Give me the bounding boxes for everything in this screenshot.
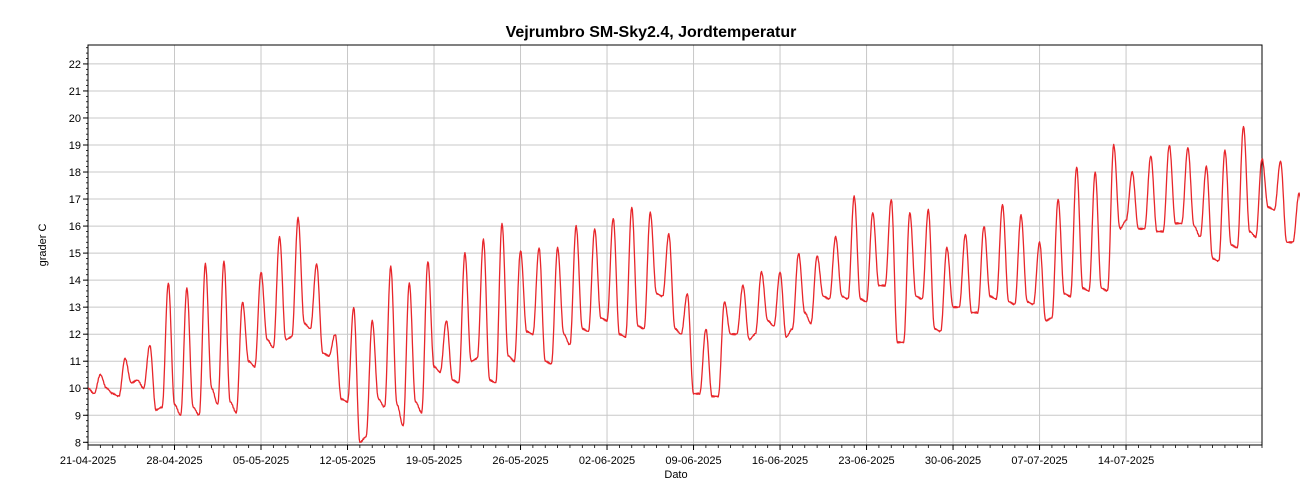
y-tick-label: 12 (69, 329, 81, 341)
y-tick-label: 22 (69, 59, 81, 71)
y-tick-label: 19 (69, 140, 81, 152)
y-tick-label: 14 (69, 275, 81, 287)
x-tick-label: 28-04-2025 (146, 455, 202, 467)
x-tick-label: 02-06-2025 (579, 455, 635, 467)
x-tick-label: 05-05-2025 (233, 455, 289, 467)
x-tick-label: 30-06-2025 (925, 455, 981, 467)
y-axis: 8 9 10 11 12 13 14 15 16 17 18 19 20 21 22 (69, 47, 88, 449)
y-tick-label: 15 (69, 248, 81, 260)
y-tick-label: 13 (69, 302, 81, 314)
grid (87, 45, 1262, 445)
x-tick-label: 07-07-2025 (1011, 455, 1067, 467)
y-axis-label: grader C (37, 224, 49, 267)
x-tick-label: 09-06-2025 (665, 455, 721, 467)
x-tick-label: 19-05-2025 (406, 455, 462, 467)
x-axis-label: Dato (664, 469, 687, 481)
y-tick-label: 17 (69, 194, 81, 206)
x-tick-label: 12-05-2025 (319, 455, 375, 467)
y-tick-label: 8 (75, 437, 81, 449)
series-line (87, 125, 1300, 444)
x-tick-label: 14-07-2025 (1098, 455, 1154, 467)
y-tick-label: 21 (69, 86, 81, 98)
y-tick-label: 11 (70, 356, 81, 368)
x-tick-label: 16-06-2025 (752, 455, 808, 467)
x-tick-label: 26-05-2025 (492, 455, 548, 467)
plot-frame (87, 44, 1263, 446)
chart-title: Vejrumbro SM-Sky2.4, Jordtemperatur (506, 24, 797, 41)
y-tick-label: 10 (69, 383, 81, 395)
x-axis: 21-04-2025 28-04-2025 05-05-2025 12-05-2025… (60, 445, 1263, 467)
y-tick-label: 16 (69, 221, 81, 233)
x-tick-label: 21-04-2025 (60, 455, 116, 467)
y-tick-label: 18 (69, 167, 81, 179)
x-tick-label: 23-06-2025 (838, 455, 894, 467)
y-tick-label: 20 (69, 113, 81, 125)
y-tick-label: 9 (75, 410, 81, 422)
